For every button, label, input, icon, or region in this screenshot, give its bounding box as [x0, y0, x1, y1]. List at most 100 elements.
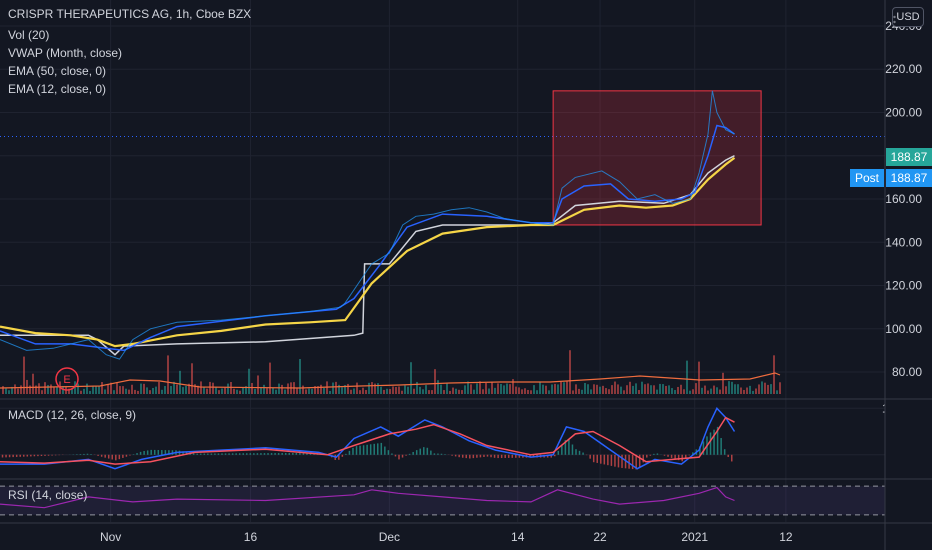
- volume-bar: [161, 389, 163, 394]
- volume-bar: [407, 386, 409, 394]
- macd-histogram-bar: [624, 454, 627, 469]
- macd-histogram-bar: [277, 453, 280, 455]
- volume-bar: [323, 387, 325, 394]
- last-price-label: 188.87: [886, 148, 932, 166]
- volume-bar: [185, 385, 187, 394]
- macd-histogram-bar: [302, 452, 305, 455]
- volume-bar: [356, 382, 358, 394]
- macd-pane: 10.000.00: [0, 401, 912, 470]
- volume-bar: [119, 386, 121, 394]
- volume-bar: [755, 388, 757, 394]
- volume-bar: [680, 384, 682, 394]
- macd-histogram-bar: [19, 454, 21, 457]
- volume-bar: [152, 387, 154, 394]
- macd-histogram-bar: [621, 454, 623, 468]
- volume-bar: [395, 387, 397, 394]
- x-tick-label: Nov: [100, 530, 121, 544]
- volume-bar: [11, 386, 13, 394]
- macd-histogram-bar: [210, 453, 213, 455]
- volume-bar: [2, 386, 4, 394]
- volume-bar: [476, 383, 478, 394]
- volume-bar: [182, 387, 184, 394]
- macd-histogram-bar: [497, 454, 499, 459]
- volume-bar: [209, 381, 211, 394]
- volume-bar: [716, 387, 718, 394]
- macd-histogram-bar: [423, 447, 425, 455]
- volume-bar: [545, 385, 547, 394]
- macd-histogram-bar: [486, 454, 489, 457]
- macd-histogram-bar: [284, 453, 287, 455]
- macd-histogram-bar: [607, 454, 609, 466]
- volume-bar: [746, 387, 748, 394]
- volume-bar: [518, 387, 520, 394]
- volume-bar: [68, 388, 70, 394]
- volume-bar: [200, 381, 202, 394]
- volume-bar: [467, 381, 469, 394]
- currency-button[interactable]: USD: [892, 7, 924, 27]
- volume-bar: [410, 362, 412, 394]
- macd-histogram-bar: [610, 454, 613, 466]
- macd-histogram-bar: [1, 454, 4, 458]
- volume-bar: [362, 387, 364, 394]
- volume-bar: [590, 389, 592, 394]
- macd-histogram-bar: [253, 453, 255, 455]
- volume-bar: [743, 389, 745, 394]
- more-options-icon[interactable]: [893, 14, 896, 54]
- volume-bar: [215, 386, 217, 394]
- earnings-marker-label: E: [63, 374, 70, 386]
- macd-histogram-bar: [217, 453, 220, 455]
- macd-line-signal: [0, 416, 735, 465]
- macd-histogram-bar: [54, 454, 57, 456]
- series-line-ema12: [0, 124, 735, 352]
- macd-histogram-bar: [426, 447, 429, 455]
- indicator-ema12[interactable]: EMA (12, close, 0): [8, 82, 107, 96]
- volume-bar: [113, 390, 115, 394]
- macd-histogram-bar: [153, 449, 156, 455]
- volume-bar: [77, 383, 79, 394]
- macd-histogram-bar: [476, 454, 478, 458]
- macd-histogram-bar: [23, 454, 25, 457]
- volume-bar: [344, 385, 346, 394]
- volume-bar: [440, 384, 442, 394]
- volume-bar: [308, 388, 310, 394]
- post-market-price-label: 188.87: [886, 169, 932, 187]
- volume-bar: [221, 388, 223, 394]
- volume-bar: [701, 387, 703, 394]
- volume-bar: [338, 384, 340, 394]
- macd-histogram-bar: [444, 454, 446, 455]
- macd-histogram-bar: [122, 454, 124, 458]
- volume-bar: [509, 384, 511, 394]
- macd-histogram-bar: [692, 452, 694, 455]
- volume-bar: [98, 386, 100, 394]
- macd-histogram-bar: [143, 451, 145, 455]
- macd-histogram-bar: [8, 454, 11, 458]
- indicator-ema50[interactable]: EMA (50, close, 0): [8, 64, 107, 78]
- macd-histogram-bar: [472, 454, 475, 459]
- macd-histogram-bar: [377, 443, 379, 455]
- volume-bar: [500, 383, 502, 394]
- indicator-vol[interactable]: Vol (20): [8, 28, 50, 42]
- macd-histogram-bar: [203, 453, 206, 455]
- macd-histogram-bar: [260, 453, 262, 455]
- volume-bar: [14, 384, 16, 394]
- volume-bar: [404, 385, 406, 394]
- volume-bar: [188, 383, 190, 394]
- chart-title[interactable]: CRISPR THERAPEUTICS AG, 1h, Cboe BZX: [8, 7, 252, 21]
- volume-bar: [443, 390, 445, 394]
- volume-bar: [299, 359, 301, 394]
- macd-title[interactable]: MACD (12, 26, close, 9): [8, 408, 137, 422]
- rsi-title[interactable]: RSI (14, close): [8, 488, 88, 502]
- volume-bar: [431, 390, 433, 394]
- macd-histogram-bar: [546, 454, 549, 458]
- indicator-vwap[interactable]: VWAP (Month, close): [8, 46, 123, 60]
- macd-histogram-bar: [281, 453, 283, 455]
- y-tick-label: 140.00: [885, 235, 922, 249]
- macd-histogram-bar: [224, 453, 227, 455]
- volume-bar: [347, 383, 349, 394]
- volume-bar: [167, 355, 169, 394]
- volume-bar: [593, 384, 595, 394]
- macd-histogram-bar: [550, 454, 552, 458]
- volume-bar: [392, 386, 394, 394]
- volume-bar: [302, 385, 304, 394]
